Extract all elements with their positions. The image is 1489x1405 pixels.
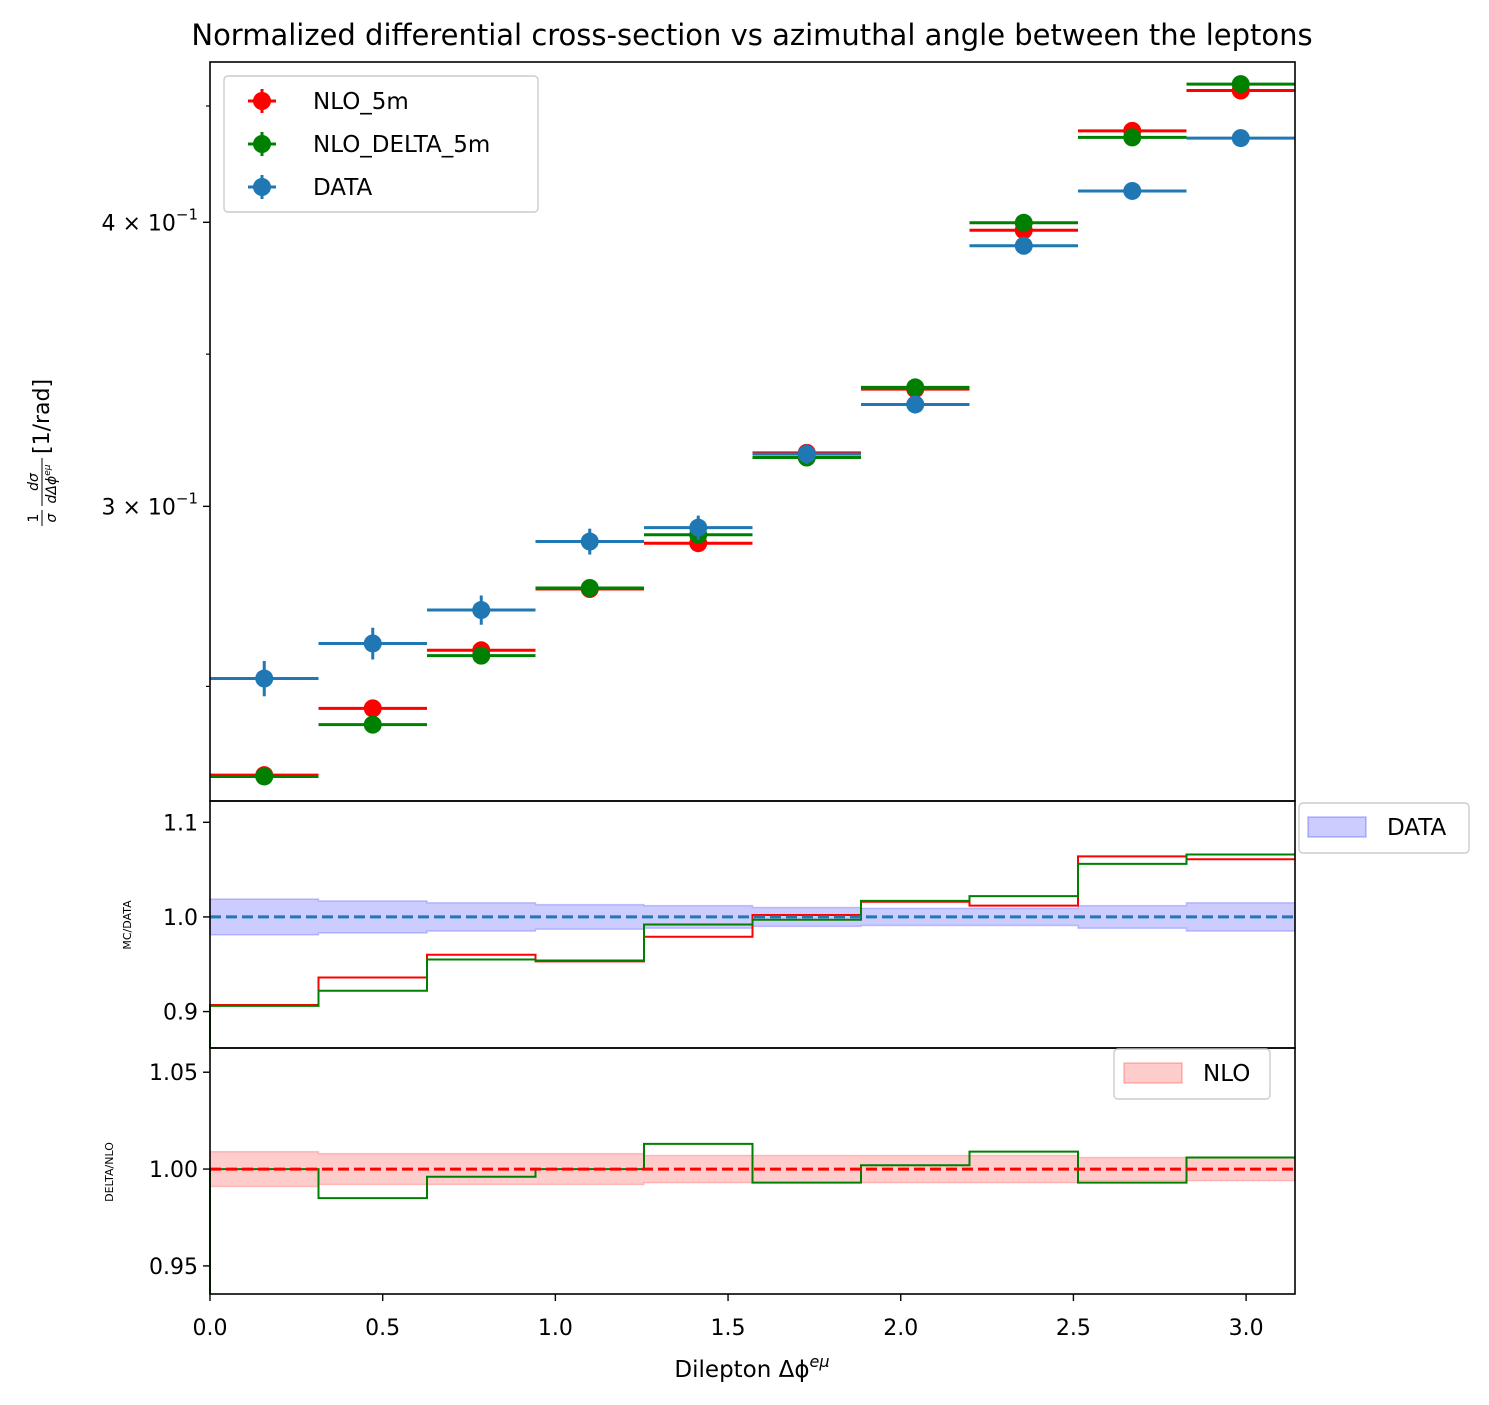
data-point xyxy=(1014,213,1033,232)
ylabel-fraction-two-numerator: dσ xyxy=(26,472,42,491)
data-point xyxy=(1231,129,1250,148)
data-point xyxy=(363,715,382,734)
delta-nlo-y-axis-label: DELTA/NLO xyxy=(103,1142,116,1202)
x-axis-label: Dilepton Δϕeμ xyxy=(674,1352,829,1383)
legend-label: NLO_DELTA_5m xyxy=(313,132,490,158)
legend-frame xyxy=(1113,1048,1271,1100)
data-point xyxy=(363,699,382,718)
y-tick-label: 1.05 xyxy=(149,1061,198,1086)
series-nlo-delta-5m xyxy=(210,75,1295,786)
main-y-axis-label: 1 σ dσ dΔϕeμ [1/rad] xyxy=(26,379,60,526)
y-tick-base: 10 xyxy=(148,495,176,520)
mc-data-y-ticks: 0.9 1.0 1.1 xyxy=(163,811,210,1026)
x-tick-label: 0.5 xyxy=(365,1316,400,1341)
data-point xyxy=(1231,75,1250,94)
series-data xyxy=(210,129,1295,697)
data-point xyxy=(1123,181,1142,200)
mc-data-ratio-panel: 0.9 1.0 1.1 MC/DATA DATA xyxy=(121,800,1470,1049)
delta-nlo-y-ticks: 0.95 1.00 1.05 xyxy=(149,1061,210,1280)
legend-band-swatch xyxy=(1123,1062,1183,1084)
delta-nlo-ratio-panel: 0.95 1.00 1.05 DELTA/NLO NLO xyxy=(103,1047,1296,1295)
y-tick-mantissa: 3 xyxy=(101,495,115,520)
legend-frame xyxy=(1298,802,1470,854)
chart-title: Normalized differential cross-section vs… xyxy=(191,18,1312,52)
x-axis-label-text: Dilepton Δϕ xyxy=(674,1357,809,1383)
data-point xyxy=(1123,128,1142,147)
y-tick-exponent: −1 xyxy=(176,489,198,507)
legend-label: NLO_5m xyxy=(313,89,409,115)
legend-marker xyxy=(253,178,271,196)
main-legend: NLO_5m NLO_DELTA_5m DATA xyxy=(223,75,539,213)
x-tick-label: 1.5 xyxy=(711,1316,746,1341)
data-point xyxy=(797,445,816,464)
legend-marker xyxy=(253,92,271,110)
ylabel-fraction-two-denominator-group: dΔϕeμ xyxy=(43,464,60,503)
legend-label: NLO xyxy=(1203,1061,1250,1087)
ratio-step-nlo-5m xyxy=(209,855,1295,1048)
x-tick-label: 0.0 xyxy=(193,1316,228,1341)
delta-nlo-ratio-panel-frame xyxy=(209,1047,1296,1295)
x-tick-label: 1.0 xyxy=(538,1316,573,1341)
x-tick-label: 2.0 xyxy=(883,1316,918,1341)
x-ticks: 0.0 0.5 1.0 1.5 2.0 2.5 3.0 xyxy=(193,1294,1264,1341)
data-point xyxy=(580,532,599,551)
y-tick-label: 0.95 xyxy=(149,1255,198,1280)
ylabel-fraction-two-denominator: dΔϕ xyxy=(44,476,60,504)
main-plot-area xyxy=(210,75,1295,786)
legend-band-swatch xyxy=(1307,816,1367,838)
ylabel-fraction-two-superscript: eμ xyxy=(43,464,53,476)
y-tick-base: 10 xyxy=(148,211,176,236)
data-point xyxy=(472,601,491,620)
y-tick-label: 4 × 10−1 xyxy=(101,205,198,236)
ylabel-unit: [1/rad] xyxy=(30,379,55,454)
delta-nlo-ratio-plot-area xyxy=(209,1142,1296,1294)
y-tick-label: 1.1 xyxy=(163,811,198,836)
legend-frame xyxy=(223,75,539,213)
x-axis-label-superscript: eμ xyxy=(810,1352,830,1371)
x-tick-label: 3.0 xyxy=(1229,1316,1264,1341)
y-tick-label: 3 × 10−1 xyxy=(101,489,198,520)
y-tick-label: 0.9 xyxy=(163,1001,198,1026)
data-point xyxy=(906,395,925,414)
ylabel-fraction-one-denominator: σ xyxy=(44,512,60,522)
y-tick-label: 1.00 xyxy=(149,1158,198,1183)
mc-data-y-axis-label: MC/DATA xyxy=(121,900,134,950)
data-point xyxy=(472,646,491,665)
legend-label: DATA xyxy=(1387,815,1447,841)
ylabel-fraction-one-numerator: 1 xyxy=(26,514,42,523)
data-point xyxy=(363,634,382,653)
ratio-step-nlo-delta-5m xyxy=(209,853,1295,1048)
data-point xyxy=(255,669,274,688)
y-tick-label: 1.0 xyxy=(163,906,198,931)
y-tick-mantissa: 4 xyxy=(101,211,115,236)
legend-entry: NLO_DELTA_5m xyxy=(248,132,490,158)
x-tick-label: 2.5 xyxy=(1056,1316,1091,1341)
mc-data-ratio-plot-area xyxy=(209,853,1296,1048)
main-panel: 4 × 10−13 × 10−1 1 σ dσ dΔϕeμ [1/rad] NL… xyxy=(26,61,1296,802)
data-point xyxy=(255,767,274,786)
y-tick-exponent: −1 xyxy=(176,205,198,223)
legend-entry: DATA xyxy=(248,175,373,201)
data-point xyxy=(1014,236,1033,255)
legend-marker xyxy=(253,135,271,153)
legend-entry: NLO_5m xyxy=(248,89,409,115)
y-tick-times: × xyxy=(115,211,147,236)
y-tick-times: × xyxy=(115,495,147,520)
legend-label: DATA xyxy=(313,175,373,201)
data-point xyxy=(689,518,708,537)
main-y-ticks: 4 × 10−13 × 10−1 xyxy=(101,105,210,687)
mc-data-legend: DATA xyxy=(1298,802,1470,854)
delta-nlo-legend: NLO xyxy=(1113,1048,1271,1100)
data-point xyxy=(906,378,925,397)
data-point xyxy=(580,578,599,597)
ratio-step-nlo-delta-5m xyxy=(209,1142,1295,1294)
